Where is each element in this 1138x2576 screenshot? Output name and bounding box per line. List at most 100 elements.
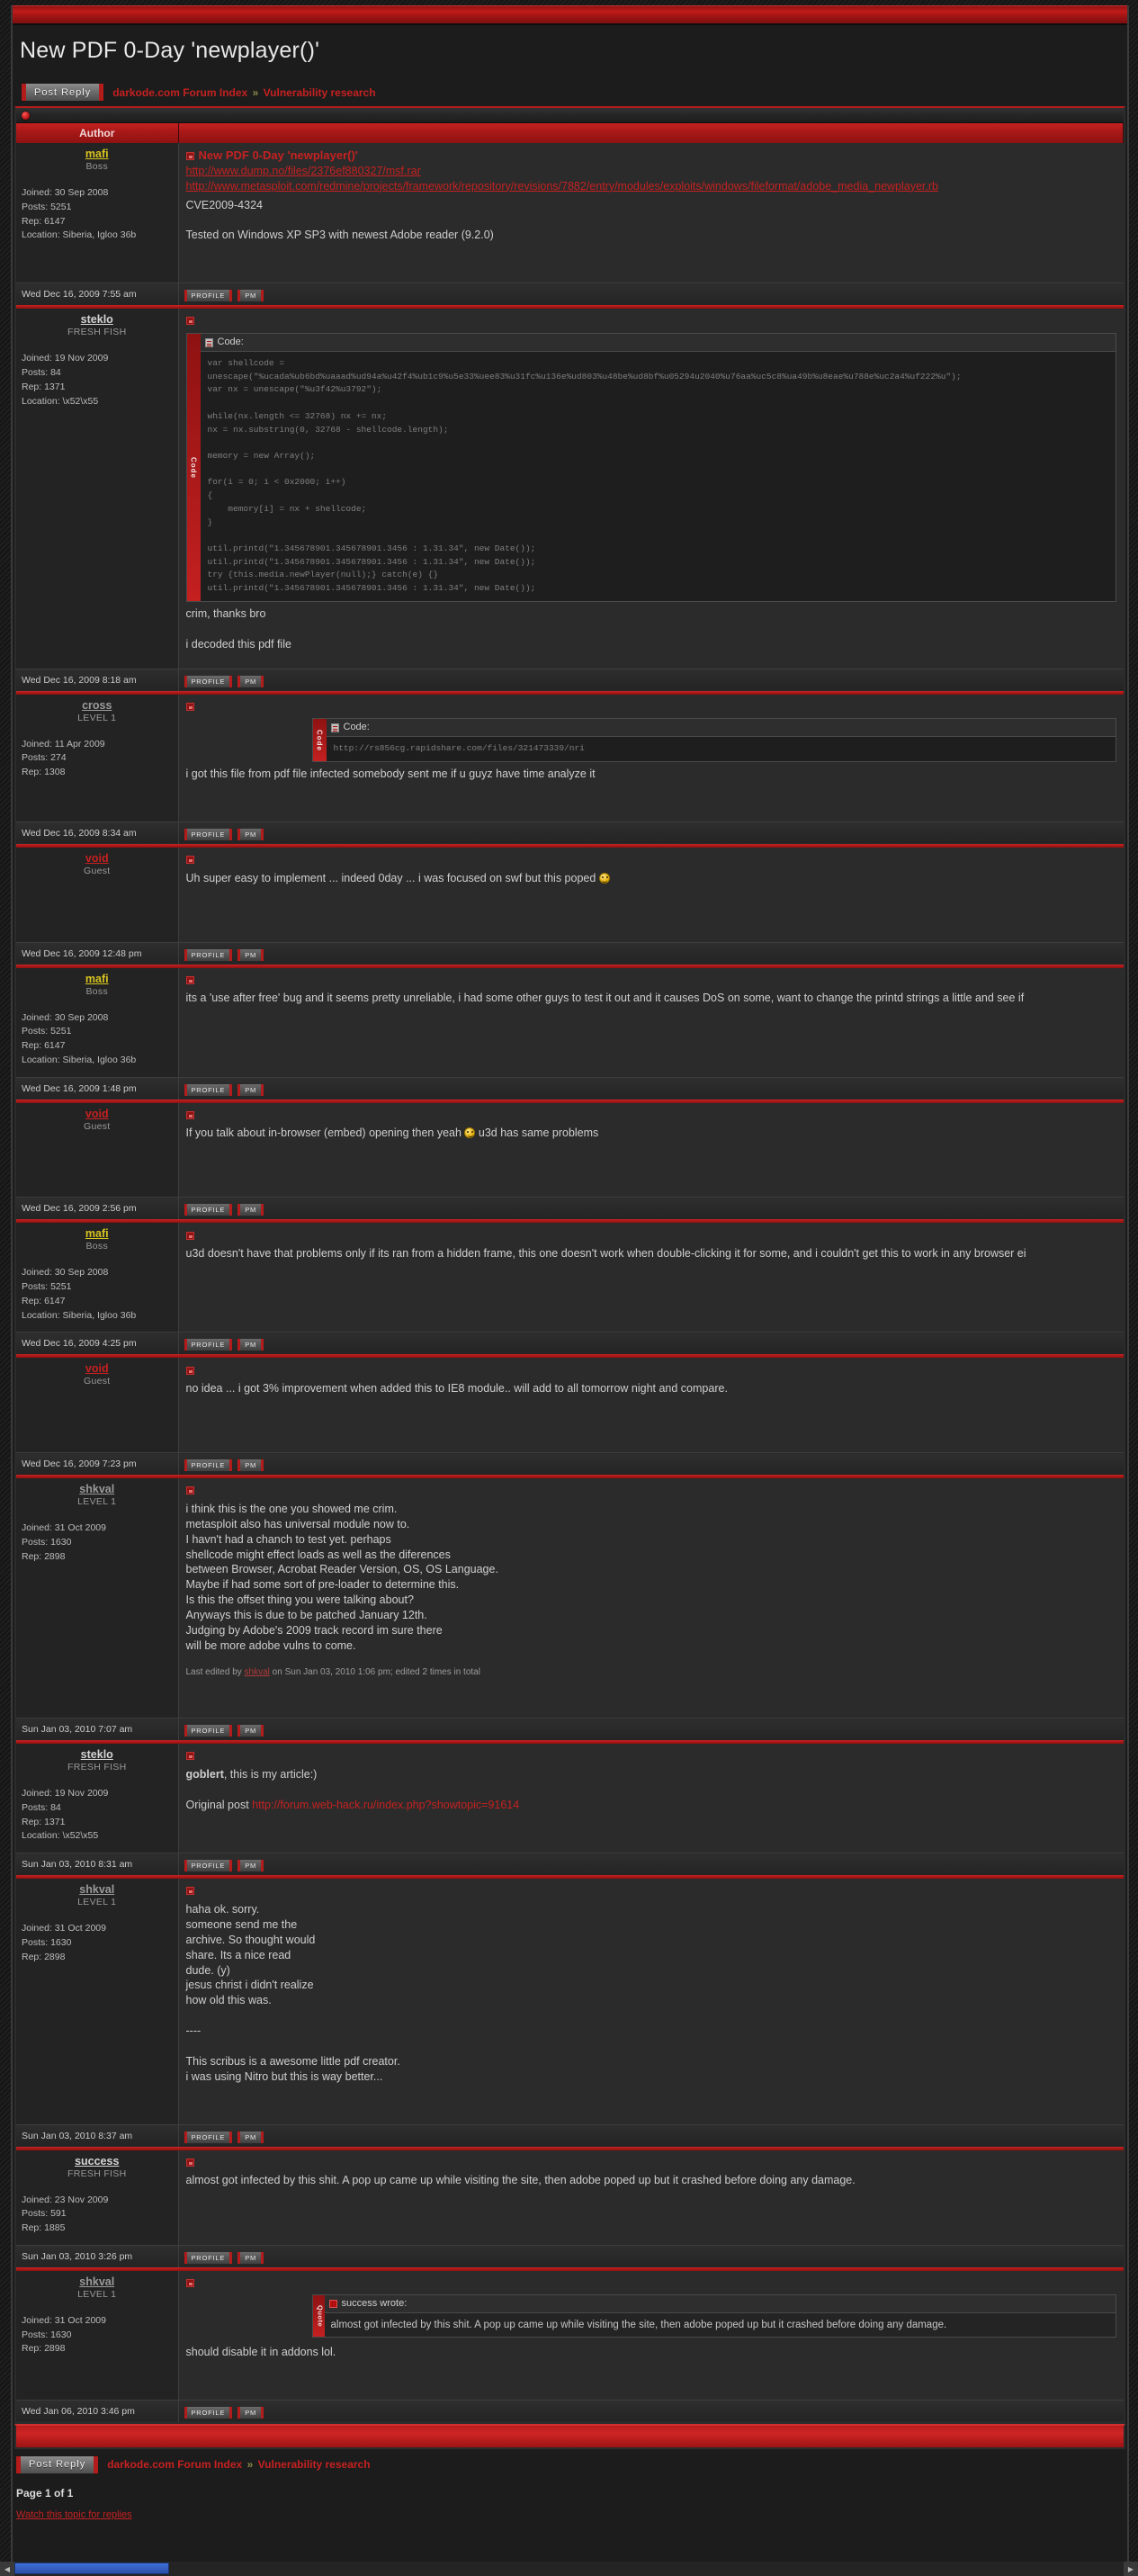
pm-button[interactable]: PM	[237, 1725, 264, 1737]
breadcrumb-vulnerability-research-bottom[interactable]: Vulnerability research	[257, 2458, 371, 2472]
post-separator	[16, 305, 1124, 310]
scroll-right-arrow-icon[interactable]: ▶	[1124, 2562, 1138, 2576]
post-author-username[interactable]: shkval	[79, 1483, 115, 1496]
pm-button[interactable]: PM	[237, 1860, 264, 1872]
post-marker-icon	[185, 317, 194, 326]
scrollbar-track[interactable]	[14, 2562, 1124, 2576]
pm-button[interactable]: PM	[237, 948, 264, 961]
pm-button[interactable]: PM	[237, 2131, 264, 2143]
profile-button[interactable]: PROFILE	[184, 290, 233, 302]
post-external-link[interactable]: http://forum.web-hack.ru/index.php?showt…	[252, 1798, 520, 1811]
post-text: CVE2009-4324 Tested on Windows XP SP3 wi…	[185, 198, 494, 242]
post-author-username[interactable]: mafi	[85, 972, 109, 985]
breadcrumb-forum-index[interactable]: darkode.com Forum Index	[112, 85, 248, 99]
post-author-username[interactable]: void	[85, 1362, 109, 1376]
post-spacer	[186, 1396, 1116, 1443]
profile-button[interactable]: PROFILE	[184, 2131, 233, 2143]
scroll-left-arrow-icon[interactable]: ◀	[0, 2562, 14, 2576]
pm-button[interactable]: PM	[237, 1459, 264, 1472]
profile-button[interactable]: PROFILE	[184, 948, 233, 961]
post-actions-cell: PROFILE PM	[178, 2123, 1124, 2147]
post-author-cell: void Guest	[16, 1102, 179, 1198]
post-author-stats: Joined: 30 Sep 2008 Posts: 5251 Rep: 614…	[22, 187, 137, 241]
page-indicator: Page 1 of 1	[16, 2486, 74, 2500]
post-subject-line	[185, 2275, 1116, 2291]
post-author-username[interactable]: steklo	[80, 313, 113, 327]
pm-button[interactable]: PM	[237, 675, 264, 687]
post-author-username[interactable]: mafi	[85, 148, 109, 160]
post-footer-row: Wed Dec 16, 2009 4:25 pm PROFILE PM	[16, 1332, 1124, 1355]
post-spacer	[186, 886, 1116, 933]
quote-sidebar-label: Quote	[312, 2294, 325, 2337]
post-separator	[16, 964, 1124, 968]
post-row: cross LEVEL 1 Joined: 11 Apr 2009 Posts: 2…	[16, 694, 1124, 822]
post-link-secondary[interactable]: http://www.metasploit.com/redmine/projec…	[185, 179, 939, 193]
profile-button[interactable]: PROFILE	[184, 828, 233, 840]
pm-button[interactable]: PM	[237, 1204, 264, 1216]
post-marker-icon	[185, 1486, 194, 1495]
post-author-username[interactable]: cross	[82, 698, 112, 712]
thread-table-shell: Author mafi Boss Joined: 30 Sep 2008 Posts…	[14, 106, 1125, 2424]
post-timestamp: Wed Dec 16, 2009 8:34 am	[16, 821, 179, 844]
pm-button[interactable]: PM	[237, 290, 264, 302]
post-marker-icon	[185, 1110, 194, 1119]
pm-button[interactable]: PM	[237, 1339, 264, 1351]
post-spacer	[186, 1141, 1116, 1188]
post-body-cell: haha ok. sorry. someone send me the arch…	[178, 1879, 1124, 2125]
breadcrumb-forum-index-bottom[interactable]: darkode.com Forum Index	[107, 2458, 243, 2472]
post-author-username[interactable]: void	[85, 1107, 109, 1120]
post-author-stats: Joined: 31 Oct 2009 Posts: 1630 Rep: 289…	[22, 1522, 106, 1562]
profile-button[interactable]: PROFILE	[184, 1083, 233, 1096]
post-author-rank: FRESH FISH	[67, 327, 127, 338]
profile-button[interactable]: PROFILE	[184, 2251, 233, 2264]
pm-button[interactable]: PM	[237, 1083, 264, 1096]
post-author-username[interactable]: steklo	[80, 1748, 113, 1762]
profile-button[interactable]: PROFILE	[184, 1204, 233, 1216]
post-text: i got this file from pdf file infected s…	[185, 767, 596, 780]
profile-button[interactable]: PROFILE	[184, 1339, 233, 1351]
smiley-icon	[464, 1127, 476, 1139]
code-main: Code: http://rs856cg.rapidshare.com/files…	[326, 719, 1116, 761]
post-body-cell: Code Code: http://rs856cg.rapidshare.com/f…	[178, 694, 1124, 822]
profile-button[interactable]: PROFILE	[184, 2406, 233, 2419]
post-row: shkval LEVEL 1 Joined: 31 Oct 2009 Posts: …	[16, 2270, 1124, 2401]
thread-table: Author mafi Boss Joined: 30 Sep 2008 Posts…	[16, 123, 1124, 2422]
scrollbar-thumb[interactable]	[14, 2563, 169, 2575]
post-text: almost got infected by this shit. A pop …	[185, 2174, 856, 2187]
post-reply-button-top[interactable]: Post Reply	[22, 84, 104, 101]
post-author-stats: Joined: 31 Oct 2009 Posts: 1630 Rep: 289…	[22, 2314, 106, 2355]
post-author-username[interactable]: shkval	[79, 2275, 115, 2288]
post-reply-button-bottom[interactable]: Post Reply	[16, 2455, 99, 2473]
horizontal-scrollbar[interactable]: ◀ ▶	[0, 2561, 1138, 2576]
post-footer-row: Sun Jan 03, 2010 7:07 am PROFILE PM	[16, 1718, 1124, 1741]
post-actions-cell: PROFILE PM	[178, 668, 1124, 691]
post-edit-note-user[interactable]: shkval	[244, 1666, 270, 1677]
post-author-cell: shkval LEVEL 1 Joined: 31 Oct 2009 Posts: …	[16, 2270, 179, 2401]
post-spacer	[186, 782, 1116, 812]
pm-button[interactable]: PM	[237, 2406, 264, 2419]
top-nav-row: Post Reply darkode.com Forum Index » Vul…	[20, 84, 1127, 106]
post-author-stats: Joined: 31 Oct 2009 Posts: 1630 Rep: 289…	[22, 1923, 106, 1962]
quote-header: success wrote:	[324, 2294, 1116, 2313]
post-body-cell: New PDF 0-Day 'newplayer()' http://www.du…	[178, 143, 1124, 283]
post-author-username[interactable]: mafi	[85, 1227, 109, 1241]
post-author-rank: Boss	[85, 985, 109, 997]
pm-button[interactable]: PM	[237, 2251, 264, 2264]
post-author-username[interactable]: success	[75, 2154, 120, 2168]
post-author-rank: LEVEL 1	[77, 1496, 117, 1508]
profile-button[interactable]: PROFILE	[184, 1725, 233, 1737]
post-marker-icon	[185, 856, 194, 865]
breadcrumb-vulnerability-research[interactable]: Vulnerability research	[263, 85, 376, 99]
post-author-cell: steklo FRESH FISH Joined: 19 Nov 2009 Post…	[16, 1744, 179, 1853]
post-separator	[16, 1475, 1124, 1479]
profile-button[interactable]: PROFILE	[184, 1459, 233, 1472]
post-spacer	[186, 1678, 1116, 1709]
pm-button[interactable]: PM	[237, 828, 264, 840]
watch-topic-link[interactable]: Watch this topic for replies	[16, 2509, 132, 2520]
profile-button[interactable]: PROFILE	[184, 675, 233, 687]
post-author-username[interactable]: void	[85, 851, 109, 865]
profile-button[interactable]: PROFILE	[184, 1860, 233, 1872]
post-author-username[interactable]: shkval	[79, 1883, 115, 1897]
post-link-primary[interactable]: http://www.dump.no/files/2376ef880327/ms…	[185, 164, 421, 177]
post-separator	[16, 2266, 1124, 2271]
